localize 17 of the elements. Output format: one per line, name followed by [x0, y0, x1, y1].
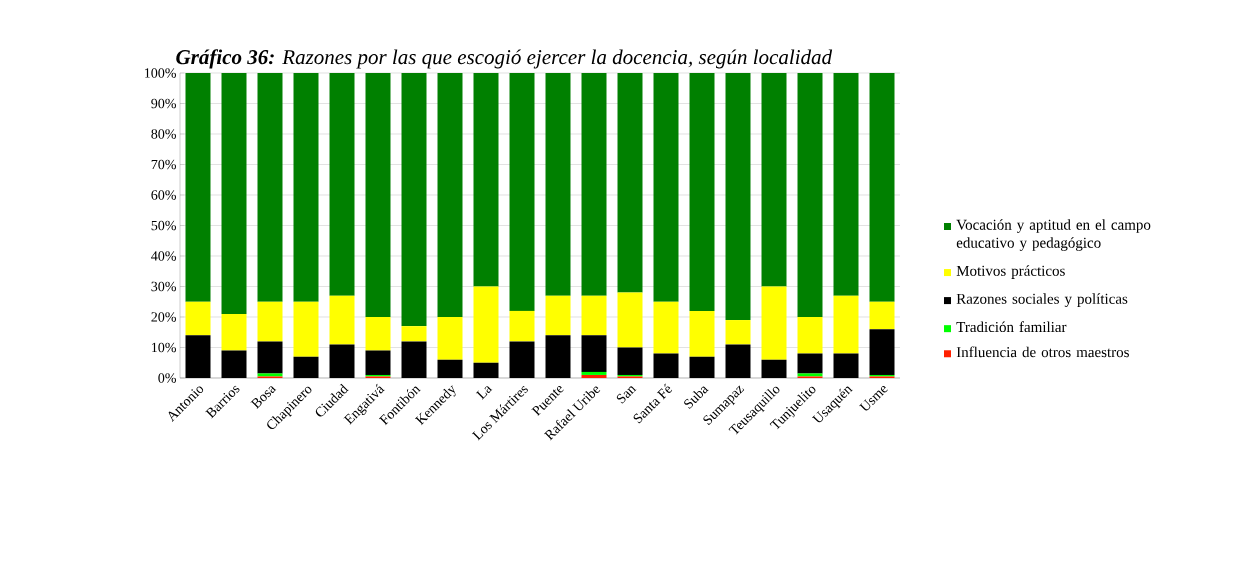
- y-tick-label: 90%: [151, 98, 176, 109]
- legend-label: Vocación y aptitud en el campo educativo y pedagógico: [956, 219, 1151, 251]
- y-tick-label: 20%: [151, 312, 176, 322]
- legend-label: Razones sociales y políticas: [956, 293, 1128, 307]
- y-tick-label: 70%: [151, 159, 176, 170]
- legend-label: Tradición familiar: [956, 321, 1067, 333]
- y-tick-label: 100%: [145, 68, 176, 78]
- y-tick-label: 60%: [151, 190, 176, 200]
- chart-title: Gráfico 36: Razones por las que escogió ejercer la docencia, según localidad: [176, 49, 833, 69]
- legend-label: Influencia de otros maestros: [956, 346, 1129, 358]
- y-tick-label: 30%: [151, 281, 176, 292]
- y-tick-label: 0%: [158, 373, 176, 383]
- y-tick-label: 80%: [151, 129, 176, 139]
- y-tick-label: 10%: [152, 342, 176, 353]
- legend-label: Motivos prácticos: [956, 265, 1065, 279]
- y-tick-label: 50%: [151, 220, 176, 231]
- y-tick-label: 40%: [151, 251, 176, 261]
